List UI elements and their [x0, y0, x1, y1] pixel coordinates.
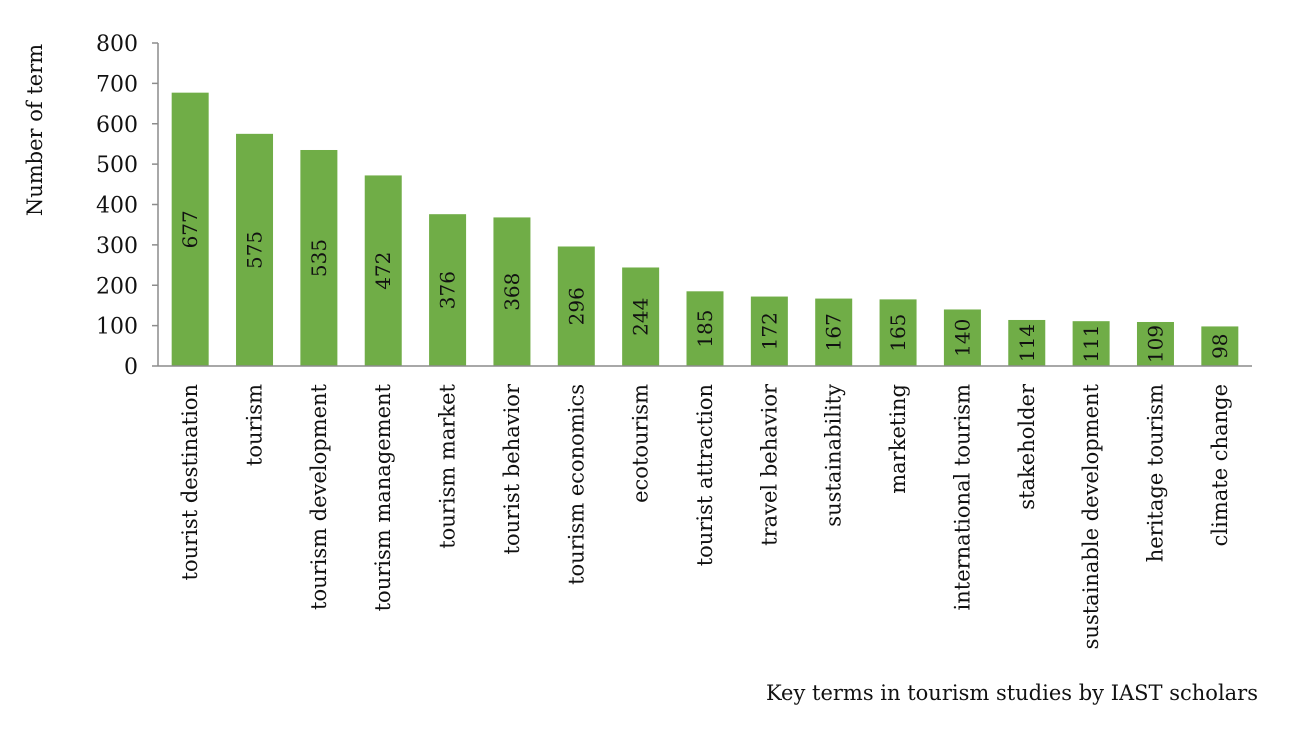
- bar-value-label: 114: [1015, 324, 1039, 362]
- bar: [364, 175, 402, 366]
- y-tick-label: 200: [96, 274, 138, 299]
- bar: [171, 92, 209, 366]
- bar-value-label: 368: [500, 273, 524, 311]
- bar: [557, 246, 595, 366]
- bar-value-label: 535: [307, 239, 331, 277]
- y-tick-label: 0: [124, 355, 138, 380]
- bars-group: 677 575 535 472 376 368 296 244 185 172 167 165 140 1…: [171, 92, 1239, 366]
- x-tick-label: tourist behavior: [500, 383, 524, 554]
- x-tick-label: travel behavior: [757, 383, 781, 546]
- x-tick-label: stakeholder: [1015, 383, 1039, 510]
- bar-value-label: 244: [629, 298, 653, 336]
- x-axis-title: Key terms in tourism studies by IAST sch…: [766, 681, 1258, 705]
- bar-value-label: 677: [178, 210, 202, 248]
- y-tick-label: 600: [96, 113, 138, 138]
- bar: [300, 149, 338, 366]
- y-tick-label: 400: [96, 194, 138, 219]
- x-tick-label: climate change: [1208, 384, 1232, 546]
- bar: [236, 133, 274, 366]
- y-tick-label: 800: [96, 32, 138, 57]
- y-tick-label: 700: [96, 72, 138, 97]
- y-tick-label: 100: [96, 315, 138, 340]
- bar-value-label: 111: [1079, 324, 1103, 362]
- x-tick-label: heritage tourism: [1143, 384, 1167, 562]
- x-tick-label: ecotourism: [629, 384, 653, 503]
- x-tick-label: sustainable development: [1079, 383, 1103, 649]
- bar-value-label: 172: [757, 312, 781, 350]
- bar: [1008, 319, 1046, 366]
- bar-value-label: 376: [436, 271, 460, 309]
- x-tick-label: tourism management: [371, 383, 395, 611]
- bar-value-label: 575: [243, 231, 267, 269]
- x-tick-label: sustainability: [822, 384, 846, 527]
- y-axis-title: Number of term: [23, 44, 47, 216]
- x-tick-label: tourism: [243, 384, 267, 466]
- bar: [686, 291, 724, 366]
- bar-value-label: 296: [564, 287, 588, 325]
- x-tick-label: international tourism: [950, 384, 974, 611]
- bar: [750, 296, 788, 366]
- bar-value-label: 167: [822, 313, 846, 351]
- bar: [1072, 321, 1110, 366]
- bar: [1201, 326, 1239, 366]
- x-axis: tourist destination tourism tourism develo…: [158, 365, 1252, 649]
- bar-value-label: 109: [1143, 325, 1167, 363]
- bar: [493, 217, 531, 366]
- bar: [622, 267, 660, 366]
- bar-value-label: 472: [371, 252, 395, 290]
- bar-value-label: 165: [886, 314, 910, 352]
- x-tick-label: tourism market: [436, 383, 460, 548]
- x-tick-label: tourist attraction: [693, 384, 717, 566]
- x-tick-label: tourist destination: [178, 384, 202, 580]
- bar: [815, 298, 853, 366]
- bar: [429, 214, 467, 366]
- y-axis: 0 100 200 300 400 500 600 700 800: [96, 32, 159, 380]
- bar: [879, 299, 917, 366]
- bar-value-label: 185: [693, 310, 717, 348]
- bar-value-label: 140: [950, 319, 974, 357]
- bar-value-label: 98: [1208, 333, 1232, 358]
- x-tick-label: tourism development: [307, 383, 331, 610]
- y-tick-label: 500: [96, 153, 138, 178]
- y-tick-label: 300: [96, 234, 138, 259]
- bar: [943, 309, 981, 366]
- x-tick-label: marketing: [886, 384, 910, 494]
- x-tick-label: tourism economics: [564, 384, 588, 585]
- bar: [1136, 321, 1174, 366]
